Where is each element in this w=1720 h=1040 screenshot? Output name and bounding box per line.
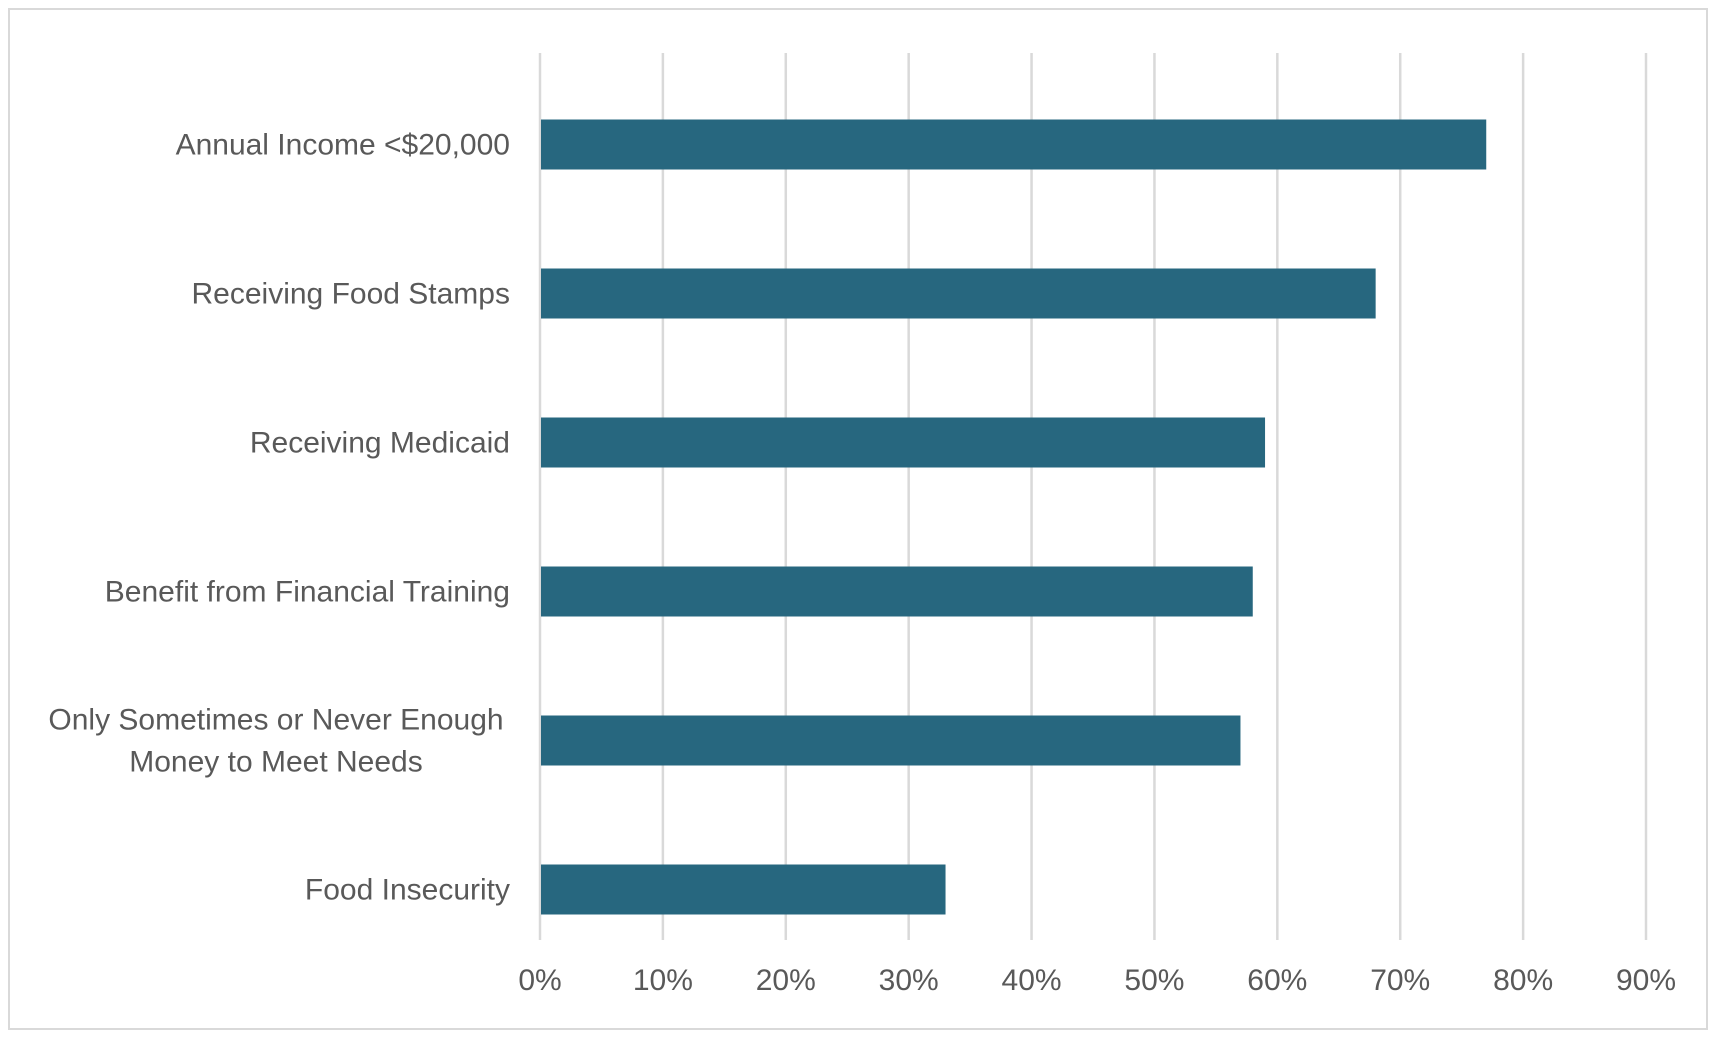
bar [541,417,1266,468]
x-tick-label: 0% [518,964,561,997]
x-tick-label: 20% [756,964,816,997]
category-label: Food Insecurity [305,874,510,907]
x-tick-label: 70% [1370,964,1430,997]
category-label: Receiving Food Stamps [192,278,511,311]
x-tick-label: 50% [1124,964,1184,997]
x-axis-tick-labels: 0% 10% 20% 30% 40% 50% 60% 70% 80% 90% [518,964,1676,997]
bar [541,566,1253,617]
x-tick-label: 90% [1616,964,1676,997]
gridlines [538,53,1648,940]
category-label-line: Only Sometimes or Never Enough [48,704,503,737]
bar [541,864,946,915]
category-label: Only Sometimes or Never Enough Money to M… [48,704,503,779]
category-labels: Annual Income <$20,000 Receiving Food Sta… [48,129,510,907]
x-tick-label: 10% [633,964,693,997]
category-label: Receiving Medicaid [250,427,510,460]
chart-frame: Annual Income <$20,000 Receiving Food Sta… [8,8,1708,1030]
bar [541,715,1241,766]
bar [541,268,1376,319]
bar [541,119,1487,170]
bars [541,119,1487,915]
category-label-line: Money to Meet Needs [129,746,422,779]
x-tick-label: 30% [879,964,939,997]
bar-chart: Annual Income <$20,000 Receiving Food Sta… [48,53,1676,997]
x-tick-label: 40% [1002,964,1062,997]
x-tick-label: 60% [1247,964,1307,997]
x-tick-label: 80% [1493,964,1553,997]
category-label: Benefit from Financial Training [105,576,510,609]
category-label: Annual Income <$20,000 [176,129,510,162]
